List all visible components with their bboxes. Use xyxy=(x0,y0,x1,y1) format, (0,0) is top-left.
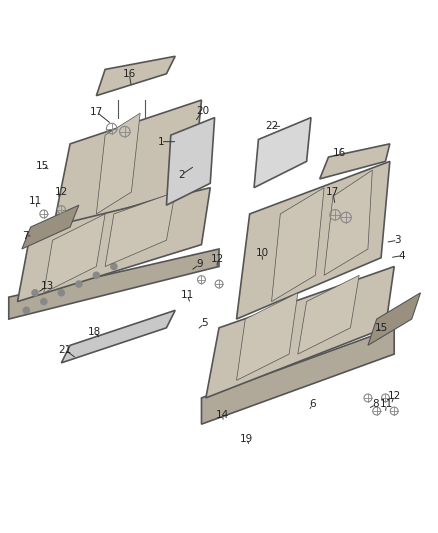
Text: 9: 9 xyxy=(196,260,203,269)
Polygon shape xyxy=(53,100,201,231)
Text: 16: 16 xyxy=(123,69,136,79)
Text: 15: 15 xyxy=(375,323,389,333)
Circle shape xyxy=(41,298,47,304)
Text: 17: 17 xyxy=(90,107,103,117)
Polygon shape xyxy=(272,188,324,302)
Text: 17: 17 xyxy=(326,187,339,197)
Polygon shape xyxy=(368,293,420,345)
Text: 22: 22 xyxy=(265,122,278,131)
Polygon shape xyxy=(105,192,175,266)
Circle shape xyxy=(58,290,64,296)
Circle shape xyxy=(93,272,99,278)
Text: 13: 13 xyxy=(41,281,54,291)
Text: 3: 3 xyxy=(394,235,401,245)
Polygon shape xyxy=(96,56,175,96)
Polygon shape xyxy=(22,205,79,249)
Polygon shape xyxy=(166,118,215,205)
Polygon shape xyxy=(44,214,105,293)
Text: 2: 2 xyxy=(178,169,185,180)
Polygon shape xyxy=(206,266,394,398)
Text: 21: 21 xyxy=(58,345,71,355)
Polygon shape xyxy=(320,144,390,179)
Circle shape xyxy=(49,281,56,287)
Text: 16: 16 xyxy=(333,148,346,158)
Text: 11: 11 xyxy=(29,196,42,206)
Polygon shape xyxy=(61,310,175,363)
Text: 20: 20 xyxy=(196,106,209,116)
Polygon shape xyxy=(237,161,390,319)
Text: 18: 18 xyxy=(88,327,101,337)
Text: 11: 11 xyxy=(180,290,194,300)
Polygon shape xyxy=(324,170,372,275)
Polygon shape xyxy=(298,275,359,354)
Text: 12: 12 xyxy=(388,391,401,401)
Circle shape xyxy=(67,272,73,278)
Text: 4: 4 xyxy=(399,251,406,261)
Polygon shape xyxy=(9,249,219,319)
Text: 19: 19 xyxy=(240,434,253,443)
Text: 8: 8 xyxy=(372,399,379,409)
Polygon shape xyxy=(18,188,210,302)
Text: 14: 14 xyxy=(216,409,229,419)
Text: 11: 11 xyxy=(380,399,393,409)
Circle shape xyxy=(76,281,82,287)
Text: 6: 6 xyxy=(309,399,316,409)
Text: 7: 7 xyxy=(22,231,29,241)
Polygon shape xyxy=(237,293,298,381)
Text: 10: 10 xyxy=(255,248,268,259)
Text: 12: 12 xyxy=(211,254,224,264)
Polygon shape xyxy=(254,118,311,188)
Text: 12: 12 xyxy=(55,187,68,197)
Text: 1: 1 xyxy=(157,136,164,147)
Circle shape xyxy=(23,307,29,313)
Text: 5: 5 xyxy=(201,318,208,328)
Circle shape xyxy=(32,290,38,296)
Polygon shape xyxy=(201,328,394,424)
Text: 15: 15 xyxy=(36,161,49,171)
Circle shape xyxy=(111,263,117,270)
Polygon shape xyxy=(96,113,140,214)
